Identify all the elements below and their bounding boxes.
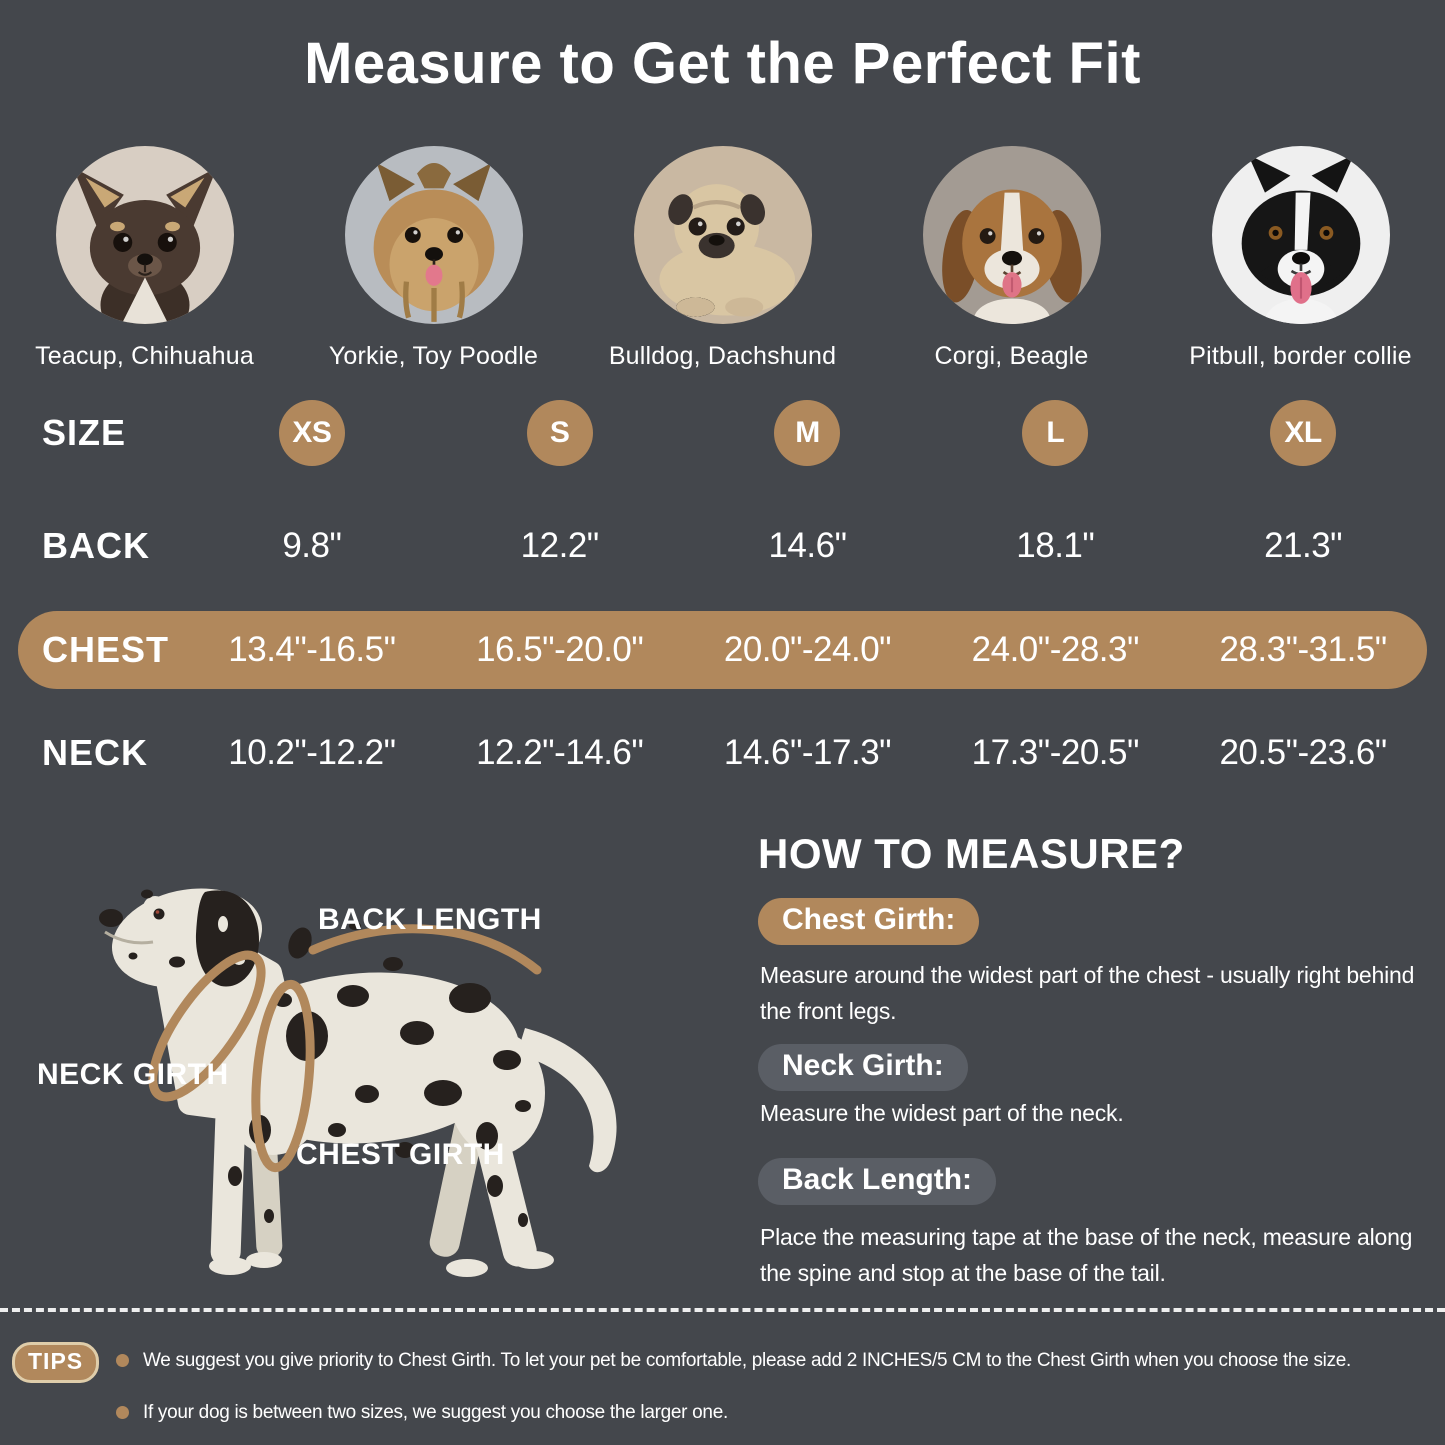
pug-photo bbox=[633, 146, 812, 324]
how-to-measure-heading: HOW TO MEASURE? bbox=[758, 830, 1185, 877]
neck-cell: 20.5"-23.6" bbox=[1219, 733, 1387, 772]
breed-row: Teacup, Chihuahua Yorkie, Toy P bbox=[0, 146, 1445, 371]
tip-text: If your dog is between two sizes, we sug… bbox=[143, 1402, 728, 1423]
breed-column-chihuahua: Teacup, Chihuahua bbox=[0, 146, 289, 371]
back-cell: 21.3" bbox=[1264, 526, 1343, 565]
dashed-divider bbox=[0, 1308, 1445, 1312]
row-header-back: BACK bbox=[42, 525, 150, 566]
breed-label: Teacup, Chihuahua bbox=[35, 342, 254, 370]
bullet-dot-icon bbox=[116, 1354, 129, 1367]
beagle-photo bbox=[922, 146, 1101, 324]
breed-label: Yorkie, Toy Poodle bbox=[328, 342, 539, 370]
size-cell: XS bbox=[188, 400, 436, 466]
breed-label: Bulldog, Dachshund bbox=[608, 342, 837, 370]
chest-cell: 28.3"-31.5" bbox=[1219, 630, 1387, 669]
size-badge-s: S bbox=[526, 400, 593, 466]
breed-label: Corgi, Beagle bbox=[934, 342, 1089, 370]
neck-girth-instructions: Measure the widest part of the neck. bbox=[760, 1100, 1124, 1126]
breed-label: Pitbull, border collie bbox=[1189, 342, 1412, 370]
chest-girth-pill: Chest Girth: bbox=[758, 898, 980, 945]
tip-item: If your dog is between two sizes, we sug… bbox=[116, 1400, 728, 1426]
table-row-chest-highlighted: CHEST 13.4"-16.5" 16.5"-20.0" 20.0"-24.0… bbox=[18, 611, 1427, 689]
chest-cell: 20.0"-24.0" bbox=[723, 630, 892, 669]
neck-girth-label: NECK GIRTH bbox=[37, 1058, 229, 1091]
chest-cell: 16.5"-20.0" bbox=[476, 630, 644, 669]
size-badge-xl: XL bbox=[1270, 400, 1337, 466]
page-title: Measure to Get the Perfect Fit bbox=[304, 31, 1141, 96]
chest-cell: 24.0"-28.3" bbox=[971, 630, 1140, 669]
tips-badge: TIPS bbox=[12, 1342, 100, 1383]
table-row-back: BACK 9.8" 12.2" 14.6" 18.1" 21.3" bbox=[18, 520, 1427, 572]
pug-dog-icon bbox=[658, 184, 795, 317]
neck-girth-pill: Neck Girth: bbox=[758, 1044, 968, 1091]
back-length-pill: Back Length: bbox=[758, 1158, 997, 1205]
breed-column-yorkie: Yorkie, Toy Poodle bbox=[289, 146, 578, 371]
neck-cell: 17.3"-20.5" bbox=[971, 733, 1140, 772]
neck-cell: 12.2"-14.6" bbox=[476, 733, 644, 772]
chest-cell: 13.4"-16.5" bbox=[228, 630, 396, 669]
size-cell: L bbox=[931, 400, 1179, 466]
tip-text: We suggest you give priority to Chest Gi… bbox=[143, 1350, 1352, 1371]
chihuahua-dog-icon bbox=[72, 167, 217, 324]
row-header-size: SIZE bbox=[42, 412, 127, 453]
row-header-neck: NECK bbox=[42, 732, 149, 773]
back-length-label: BACK LENGTH bbox=[318, 903, 542, 936]
row-header-chest: CHEST bbox=[42, 629, 170, 670]
breed-column-collie: Pitbull, border collie bbox=[1156, 146, 1445, 371]
border-collie-photo bbox=[1211, 146, 1390, 324]
yorkie-dog-icon bbox=[373, 162, 494, 322]
dalmatian-measurement-diagram bbox=[99, 888, 617, 1277]
size-badge-m: M bbox=[774, 400, 841, 466]
breed-column-pug: Bulldog, Dachshund bbox=[578, 146, 867, 371]
size-cell: XL bbox=[1179, 400, 1427, 466]
table-row-neck: NECK 10.2"-12.2" 12.2"-14.6" 14.6"-17.3"… bbox=[18, 727, 1427, 779]
neck-cell: 10.2"-12.2" bbox=[228, 733, 396, 772]
back-length-instructions: Place the measuring tape at the base of … bbox=[760, 1224, 1413, 1286]
table-row-size: SIZE XS S M L XL bbox=[18, 400, 1427, 466]
back-cell: 12.2" bbox=[520, 526, 600, 565]
back-cell: 14.6" bbox=[768, 526, 847, 565]
chest-girth-instructions: Measure around the widest part of the ch… bbox=[760, 962, 1415, 1024]
chest-girth-label: CHEST GIRTH bbox=[296, 1138, 505, 1171]
size-badge-xs: XS bbox=[278, 400, 345, 466]
back-cell: 18.1" bbox=[1016, 526, 1095, 565]
size-cell: M bbox=[684, 400, 932, 466]
beagle-dog-icon bbox=[941, 189, 1082, 324]
neck-cell: 14.6"-17.3" bbox=[723, 733, 892, 772]
chihuahua-photo bbox=[55, 146, 234, 324]
back-cell: 9.8" bbox=[282, 526, 342, 565]
breed-column-beagle: Corgi, Beagle bbox=[867, 146, 1156, 371]
size-badge-l: L bbox=[1022, 400, 1089, 466]
size-cell: S bbox=[436, 400, 684, 466]
bullet-dot-icon bbox=[116, 1406, 129, 1419]
border-collie-dog-icon bbox=[1241, 154, 1360, 324]
tip-item: We suggest you give priority to Chest Gi… bbox=[116, 1348, 1351, 1374]
yorkie-photo bbox=[344, 146, 523, 324]
